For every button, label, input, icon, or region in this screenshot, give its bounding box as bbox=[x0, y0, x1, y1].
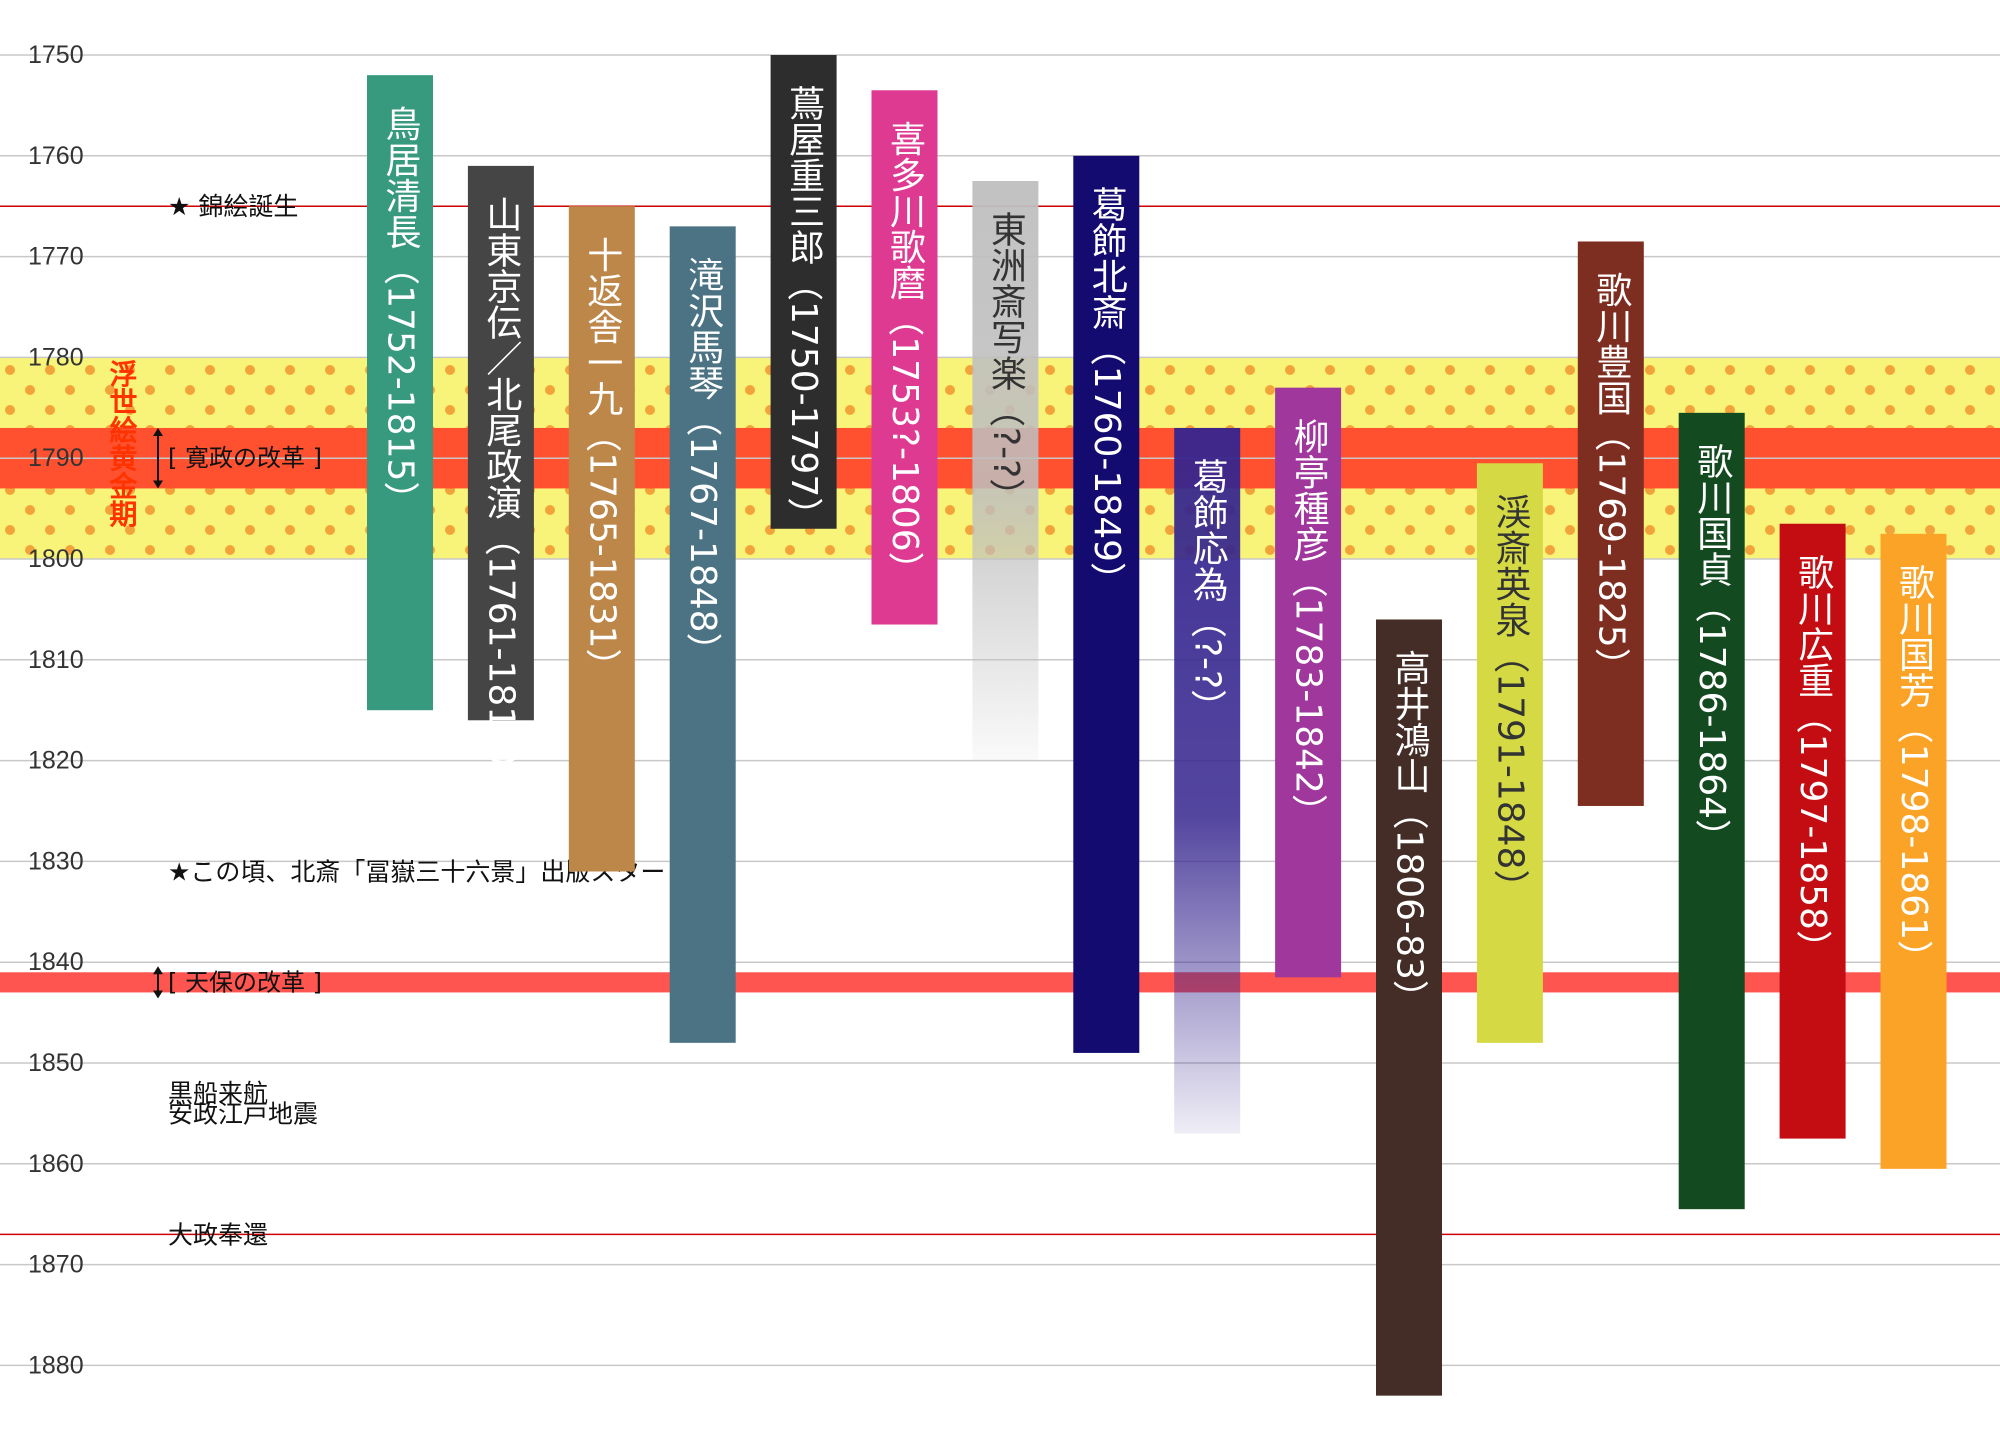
bar-years-3: （1767-1848） bbox=[682, 400, 723, 668]
reform-arrow-up-0 bbox=[153, 427, 163, 436]
reform-label-0: [ 寛政の改革 ] bbox=[168, 444, 322, 472]
tick-label-1860: 1860 bbox=[28, 1150, 84, 1178]
bar-label-0: 鳥居清長（1752-1815） bbox=[380, 105, 421, 518]
reform-arrow-down-1 bbox=[153, 990, 163, 999]
bar-name-0: 鳥居清長 bbox=[380, 105, 421, 249]
bar-name-11: 渓斎英泉 bbox=[1489, 493, 1530, 637]
bar-label-3: 滝沢馬琴（1767-1848） bbox=[682, 256, 723, 669]
reform-arrow-up-1 bbox=[153, 966, 163, 975]
bar-label-2: 十返舎一九（1765-1831） bbox=[581, 236, 622, 684]
bar-name-7: 葛飾北斎 bbox=[1086, 185, 1127, 329]
tick-label-1790: 1790 bbox=[28, 444, 84, 472]
bar-7 bbox=[1073, 155, 1140, 1053]
bar-years-8: （?-?） bbox=[1187, 602, 1228, 725]
bar-2 bbox=[568, 206, 635, 872]
bar-name-4: 蔦屋重三郎 bbox=[783, 85, 824, 265]
bar-label-5: 喜多川歌麿（1753?-1806） bbox=[884, 120, 925, 587]
event-label-2: 黒船来航 bbox=[168, 1079, 268, 1108]
tick-label-1880: 1880 bbox=[28, 1351, 84, 1379]
bar-15 bbox=[1880, 533, 1947, 1169]
tick-label-1800: 1800 bbox=[28, 545, 84, 573]
event-label-3: 安政江戸地震 bbox=[168, 1099, 318, 1128]
bar-label-11: 渓斎英泉（1791-1848） bbox=[1489, 493, 1530, 905]
bar-name-2: 十返舎一九 bbox=[581, 236, 622, 416]
bar-years-15: （1798-1861） bbox=[1893, 708, 1934, 976]
bar-label-4: 蔦屋重三郎（1750-1797） bbox=[783, 85, 824, 533]
reform-label-1: [ 天保の改革 ] bbox=[168, 968, 322, 996]
bar-name-9: 柳亭種彦 bbox=[1288, 418, 1329, 562]
bar-name-15: 歌川国芳 bbox=[1893, 564, 1934, 708]
bar-1 bbox=[467, 165, 534, 721]
bar-years-7: （1760-1849） bbox=[1086, 330, 1127, 598]
bar-years-5: （1753?-1806） bbox=[884, 300, 925, 587]
bar-8 bbox=[1174, 427, 1241, 1134]
tick-label-1850: 1850 bbox=[28, 1049, 84, 1077]
bar-label-15: 歌川国芳（1798-1861） bbox=[1893, 564, 1934, 976]
event-label-0: ★ 錦絵誕生 bbox=[168, 192, 298, 221]
tick-label-1830: 1830 bbox=[28, 847, 84, 875]
bar-label-13: 歌川国貞（1786-1864） bbox=[1691, 443, 1732, 855]
bar-years-0: （1752-1815） bbox=[380, 249, 421, 517]
bar-12 bbox=[1577, 241, 1644, 806]
bar-11 bbox=[1476, 463, 1543, 1043]
tick-label-1750: 1750 bbox=[28, 41, 84, 69]
bar-name-5: 喜多川歌麿 bbox=[884, 120, 925, 300]
tick-label-1780: 1780 bbox=[28, 343, 84, 371]
bar-label-8: 葛飾応為（?-?） bbox=[1187, 458, 1228, 726]
bar-6 bbox=[972, 181, 1039, 761]
bar-years-2: （1765-1831） bbox=[581, 416, 622, 684]
bar-years-9: （1783-1842） bbox=[1288, 562, 1329, 830]
bar-name-10: 高井鴻山 bbox=[1389, 649, 1430, 793]
bar-label-14: 歌川広重（1797-1858） bbox=[1792, 554, 1833, 966]
tick-label-1870: 1870 bbox=[28, 1251, 84, 1279]
golden-age-label: 浮世絵黄金期 bbox=[106, 359, 139, 528]
bar-label-1: 山東京伝／北尾政演（1761-1816） bbox=[480, 196, 521, 788]
reform-arrow-down-0 bbox=[153, 480, 163, 489]
bar-label-7: 葛飾北斎（1760-1849） bbox=[1086, 185, 1127, 598]
bar-label-9: 柳亭種彦（1783-1842） bbox=[1288, 418, 1329, 830]
bar-name-8: 葛飾応為 bbox=[1187, 458, 1228, 602]
bar-name-3: 滝沢馬琴 bbox=[682, 256, 723, 400]
tick-label-1820: 1820 bbox=[28, 747, 84, 775]
bar-3 bbox=[669, 226, 736, 1043]
bar-years-10: （1806-83） bbox=[1389, 793, 1430, 1015]
bar-name-6: 東洲斎写楽 bbox=[985, 211, 1026, 391]
bar-years-13: （1786-1864） bbox=[1691, 587, 1732, 855]
bar-14 bbox=[1779, 523, 1846, 1139]
bar-years-4: （1750-1797） bbox=[783, 265, 824, 533]
bar-years-12: （1769-1825） bbox=[1590, 415, 1631, 683]
tick-label-1840: 1840 bbox=[28, 948, 84, 976]
bar-years-6: （?-?） bbox=[985, 391, 1026, 514]
bar-name-14: 歌川広重 bbox=[1792, 554, 1833, 698]
bar-label-12: 歌川豊国（1769-1825） bbox=[1590, 271, 1631, 683]
bar-years-11: （1791-1848） bbox=[1489, 637, 1530, 905]
bar-years-14: （1797-1858） bbox=[1792, 698, 1833, 966]
bar-9 bbox=[1275, 387, 1342, 978]
bar-label-10: 高井鴻山（1806-83） bbox=[1389, 649, 1430, 1016]
bar-name-13: 歌川国貞 bbox=[1691, 443, 1732, 587]
tick-label-1810: 1810 bbox=[28, 646, 84, 674]
tick-label-1760: 1760 bbox=[28, 142, 84, 170]
bar-name-1: 山東京伝／北尾政演 bbox=[480, 196, 521, 520]
bar-4 bbox=[770, 55, 837, 529]
bar-label-6: 東洲斎写楽（?-?） bbox=[985, 211, 1026, 514]
bar-5 bbox=[871, 90, 938, 625]
tick-label-1770: 1770 bbox=[28, 243, 84, 271]
bar-13 bbox=[1678, 412, 1745, 1210]
bar-10 bbox=[1376, 619, 1442, 1396]
bar-name-12: 歌川豊国 bbox=[1590, 271, 1631, 415]
event-label-4: 大政奉還 bbox=[168, 1220, 268, 1249]
bar-0 bbox=[367, 75, 433, 711]
bar-years-1: （1761-1816） bbox=[480, 520, 521, 788]
